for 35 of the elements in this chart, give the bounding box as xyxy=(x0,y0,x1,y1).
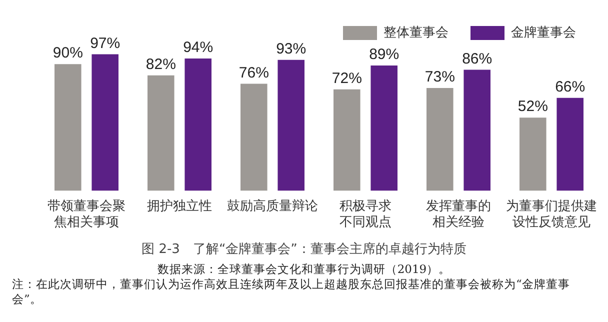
bar xyxy=(184,58,212,191)
x-tick-label: 带领董事会聚焦相关事项 xyxy=(48,198,126,229)
bar xyxy=(92,54,118,191)
bar xyxy=(370,65,398,191)
x-tick-label: 为董事们提供建设性反馈意见 xyxy=(506,198,597,229)
data-label: 66% xyxy=(555,78,586,96)
source-note: 数据来源：全球董事会文化和董事行为调研（2019）。 xyxy=(156,262,452,277)
data-label: 86% xyxy=(462,50,492,68)
bar xyxy=(520,118,546,191)
bar xyxy=(464,70,490,191)
bar xyxy=(54,64,82,191)
data-label: 89% xyxy=(369,46,400,64)
data-label: 76% xyxy=(238,64,269,82)
x-tick-label: 积极寻求不同观点 xyxy=(340,198,392,229)
bar xyxy=(240,84,268,191)
text: 注：在此次调研中，董事们认为运作高效且连续两年及以上超越股东总回报基准的董事会被称为“金牌董事会”。 xyxy=(12,277,571,307)
data-label: 94% xyxy=(183,39,214,56)
bar xyxy=(278,60,304,191)
bar xyxy=(426,88,454,191)
data-label: 90% xyxy=(52,44,83,62)
legend-label: 金牌董事会 xyxy=(511,24,576,40)
x-tick-label: 拥护独立性 xyxy=(147,198,212,214)
data-label: 82% xyxy=(146,56,176,73)
x-tick-label: 鼓励高质量辩论 xyxy=(227,198,318,214)
text: 图 2-3 了解“金牌董事会”：董事会主席的卓越行为特质 xyxy=(140,241,468,258)
bar xyxy=(556,98,584,191)
data-label: 93% xyxy=(276,40,306,58)
data-label: 97% xyxy=(90,34,120,52)
legend-label: 整体董事会 xyxy=(384,24,448,40)
bar xyxy=(148,75,174,191)
bar xyxy=(334,89,360,191)
x-tick-label: 发挥董事的相关经验 xyxy=(426,198,491,229)
data-label: 52% xyxy=(518,98,548,116)
data-label: 73% xyxy=(424,68,455,86)
data-label: 72% xyxy=(332,70,362,88)
